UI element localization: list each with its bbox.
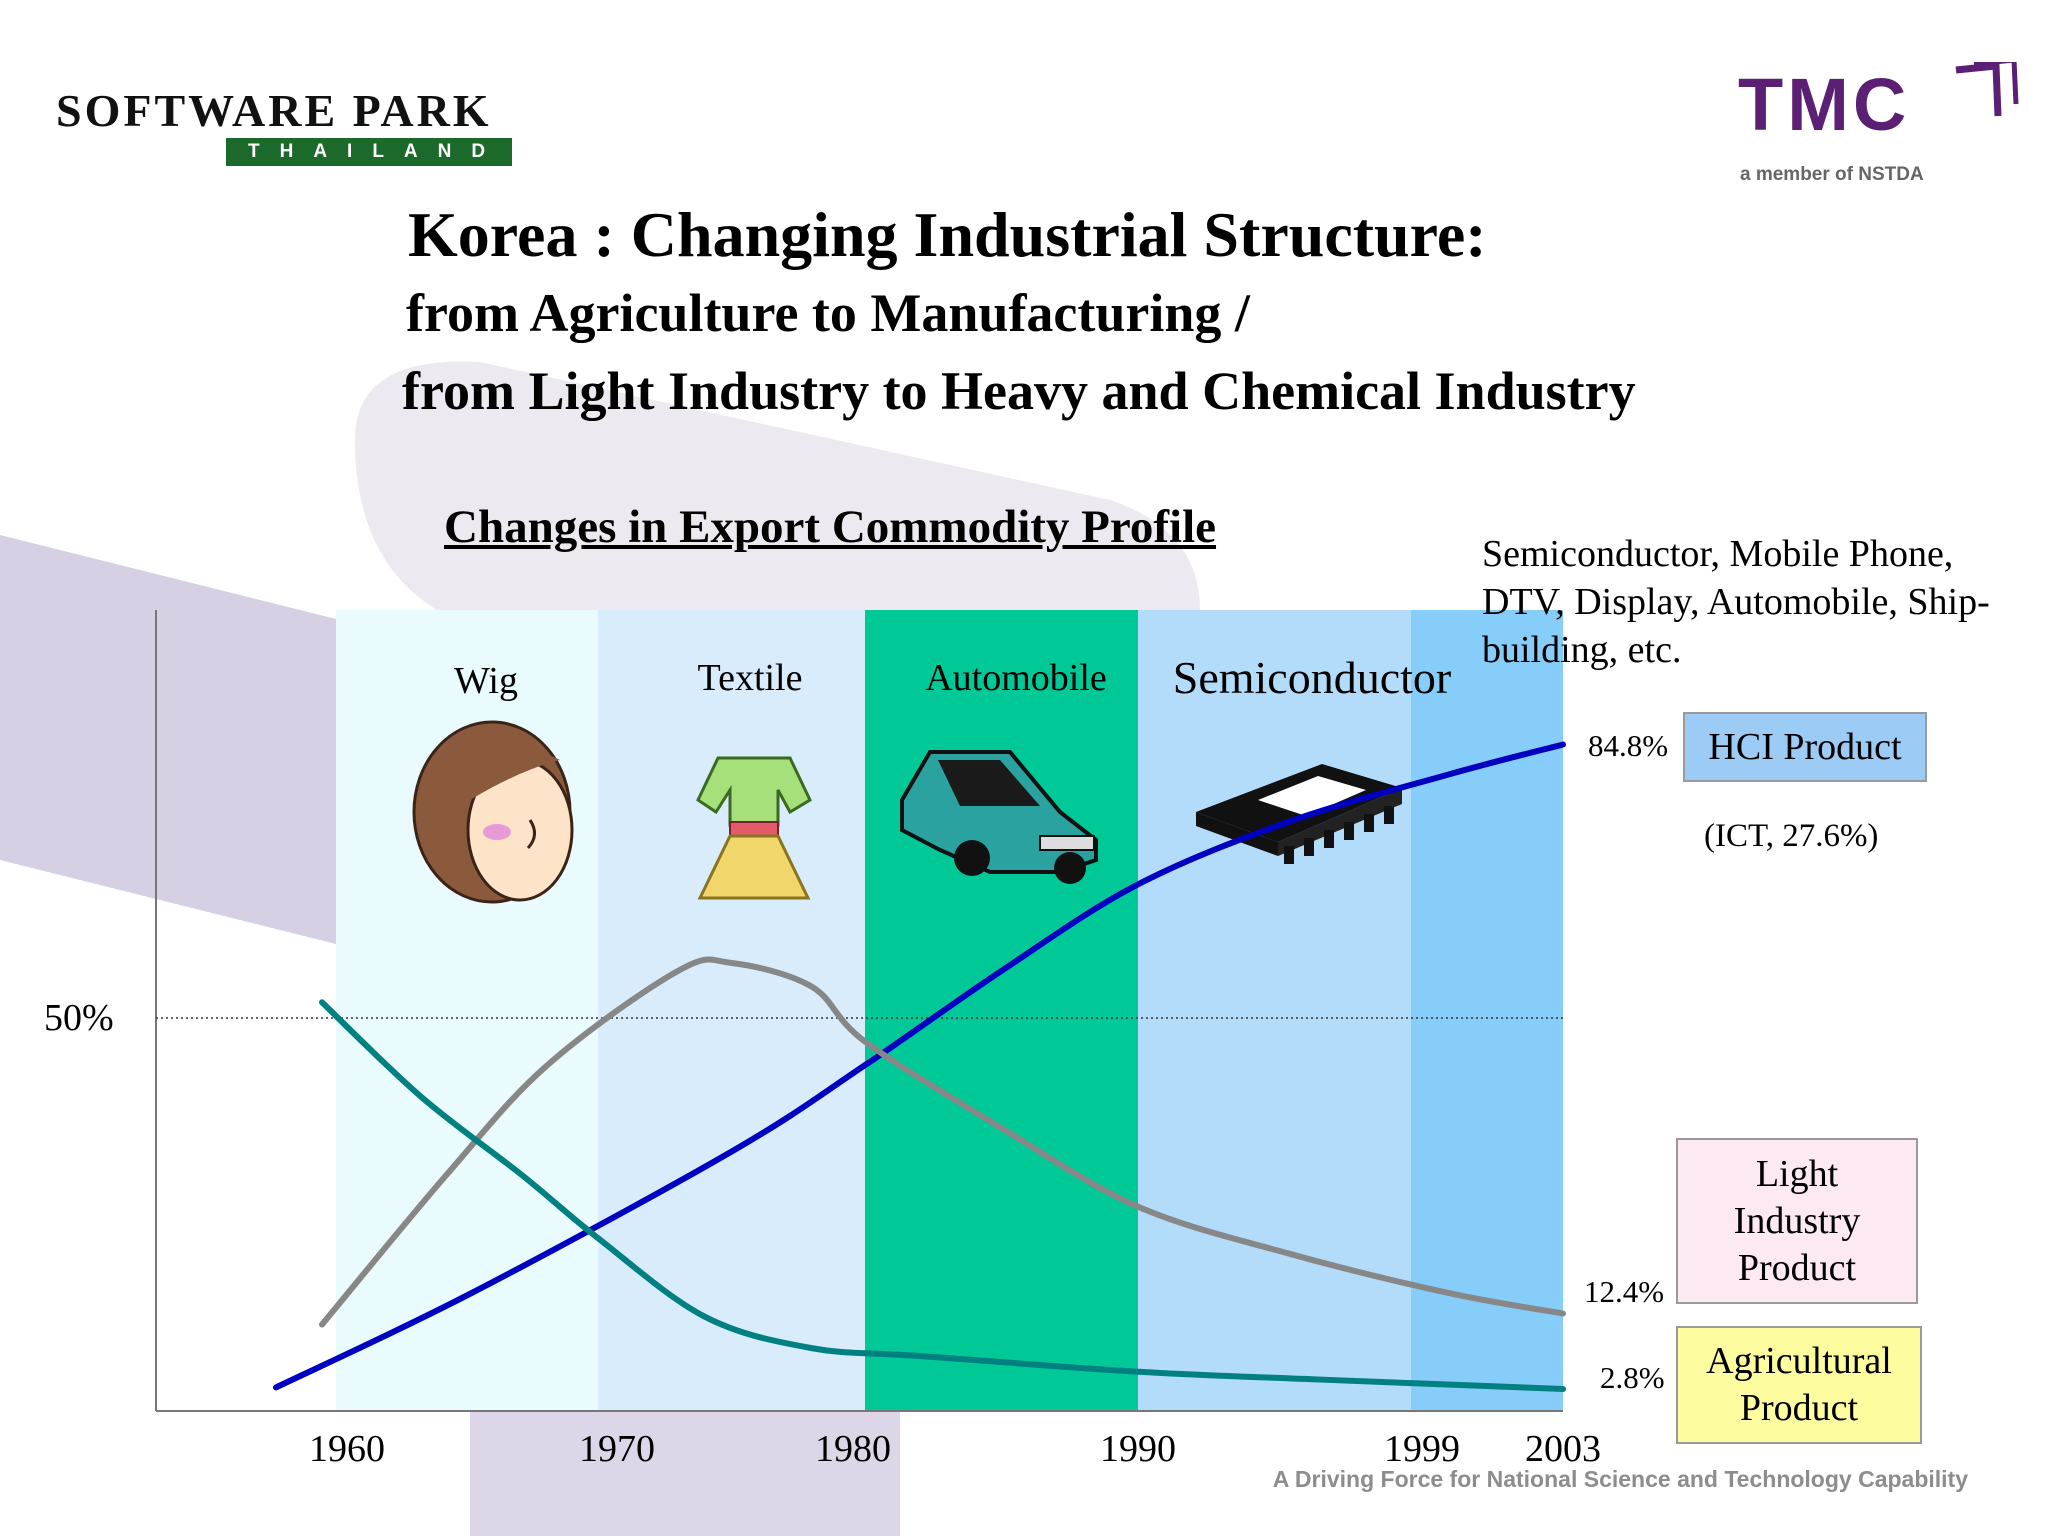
slide-title: Korea : Changing Industrial Structure: (408, 199, 1487, 270)
legend-agricultural-product: Agricultural Product (1676, 1326, 1922, 1444)
dress-icon (696, 756, 812, 900)
hci-end-label: 84.8% (1588, 728, 1669, 763)
software-park-subname: THAILAND (226, 138, 512, 166)
legend-hci-product: HCI Product (1683, 712, 1927, 782)
wig-woman-icon (412, 720, 574, 904)
tmc-name: TMC (1738, 63, 1911, 146)
era-label-wig: Wig (454, 660, 518, 702)
x-tick-label-1999: 1999 (1384, 1428, 1460, 1470)
x-tick-label-1960: 1960 (309, 1428, 385, 1470)
x-tick-label-2003: 2003 (1525, 1428, 1601, 1470)
footer-tagline: A Driving Force for National Science and… (1272, 1466, 1968, 1492)
tmc-tagline: a member of NSTDA (1740, 164, 1924, 185)
agricultural-end-label: 2.8% (1600, 1360, 1665, 1395)
era-band-recent (1411, 610, 1563, 1411)
light-industry-product-line (319, 956, 1566, 1328)
tmc-logo: TMC a member of NSTDA (1738, 62, 2019, 192)
ict-share-note: (ICT, 27.6%) (1704, 818, 1879, 854)
era-band-automobile (865, 610, 1138, 1411)
era-band-textile (598, 610, 865, 1411)
agricultural-product-line (319, 999, 1566, 1392)
hci-examples-note: Semiconductor, Mobile Phone, DTV, Displa… (1482, 533, 1990, 671)
slide-subtitle-2: from Light Industry to Heavy and Chemica… (402, 361, 1636, 421)
chart-title: Changes in Export Commodity Profile (444, 501, 1217, 553)
x-tick-label-1970: 1970 (579, 1428, 655, 1470)
legend-light-industry-product: Light Industry Product (1676, 1138, 1918, 1304)
slide-subtitle-1: from Agriculture to Manufacturing / (406, 283, 1250, 343)
era-label-textile: Textile (698, 657, 803, 699)
car-icon (900, 750, 1098, 884)
era-label-semiconductor: Semiconductor (1173, 652, 1452, 703)
tmc-swoosh-icon (1955, 62, 2019, 117)
x-tick-label-1980: 1980 (815, 1428, 891, 1470)
software-park-name: SOFTWARE PARK (56, 85, 492, 136)
era-label-automobile: Automobile (925, 657, 1107, 699)
x-tick-label-1990: 1990 (1100, 1428, 1176, 1470)
era-band-semiconductor (1138, 610, 1411, 1411)
chip-icon (1196, 764, 1402, 864)
y-tick-label-50: 50% (44, 997, 114, 1039)
light-industry-end-label: 12.4% (1584, 1274, 1665, 1309)
hci-product-line (273, 741, 1566, 1391)
software-park-logo: SOFTWARE PARK THAILAND (56, 84, 516, 174)
